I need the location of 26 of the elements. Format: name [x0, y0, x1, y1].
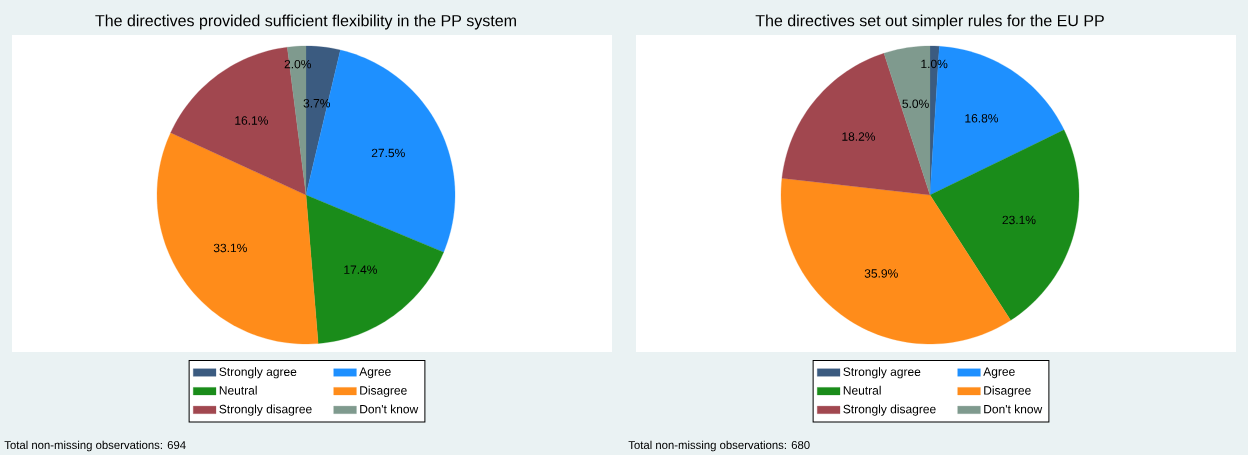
legend-label: Agree [359, 367, 391, 379]
legend-label: Neutral [219, 385, 257, 395]
legend-label: Agree [983, 367, 1015, 379]
legend-label: Disagree [360, 385, 407, 398]
text: Total non-missing observations: 694 [4, 440, 186, 452]
legend-label: Neutral [843, 385, 881, 395]
legend-label: Strongly agree [843, 367, 921, 379]
data-label: 35.9% [864, 269, 898, 278]
chart-title: The directives provided sufficient flexibility in the PP system [95, 14, 516, 30]
legend-label: Disagree [984, 385, 1031, 398]
data-label: 27.5% [371, 148, 405, 158]
data-label: 2.0% [284, 59, 312, 69]
data-label: 16.1% [235, 116, 268, 125]
data-label: 5.0% [902, 99, 929, 109]
data-label: 17.4% [344, 265, 377, 274]
legend-label: Strongly agree [219, 367, 297, 379]
data-label: 16.8% [965, 114, 999, 123]
text: Total non-missing observations: 680 [628, 440, 810, 452]
chart-title: The directives set out simpler rules for the EU PP [755, 14, 1104, 30]
data-label: 33.1% [213, 243, 247, 253]
legend-label: Don't know [984, 404, 1043, 414]
legend-label: Don't know [360, 404, 419, 414]
legend-label: Strongly disagree [843, 404, 936, 416]
data-label: 18.2% [842, 132, 876, 141]
data-label: 23.1% [1002, 215, 1036, 225]
legend-label: Strongly disagree [219, 404, 312, 416]
